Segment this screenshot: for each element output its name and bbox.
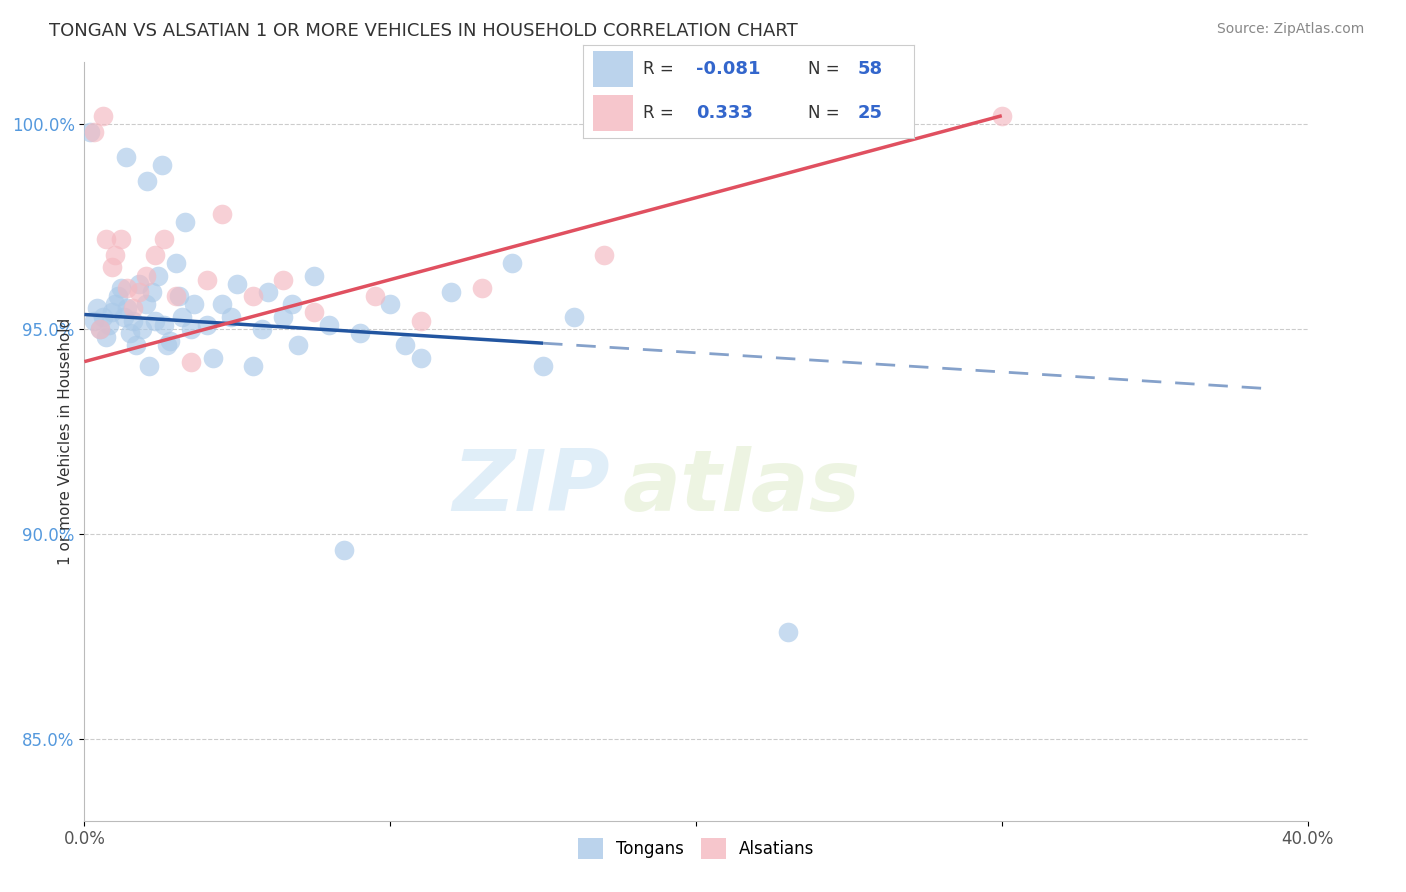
Point xyxy=(302,268,325,283)
Point xyxy=(172,310,194,324)
Point xyxy=(135,268,157,283)
Point xyxy=(287,338,309,352)
Text: TONGAN VS ALSATIAN 1 OR MORE VEHICLES IN HOUSEHOLD CORRELATION CHART: TONGAN VS ALSATIAN 1 OR MORE VEHICLES IN… xyxy=(49,22,799,40)
Point xyxy=(97,318,120,332)
Point xyxy=(165,256,187,270)
Point xyxy=(110,281,132,295)
Point xyxy=(165,289,187,303)
Text: 0.333: 0.333 xyxy=(696,104,752,122)
Point xyxy=(281,297,304,311)
Point xyxy=(156,338,179,352)
Point xyxy=(201,351,224,365)
Text: Source: ZipAtlas.com: Source: ZipAtlas.com xyxy=(1216,22,1364,37)
Point xyxy=(471,281,494,295)
Text: 25: 25 xyxy=(858,104,883,122)
Point xyxy=(83,125,105,139)
Point xyxy=(440,285,463,299)
Point xyxy=(195,318,218,332)
Point xyxy=(91,310,114,324)
Point xyxy=(502,256,524,270)
Point xyxy=(115,281,138,295)
Y-axis label: 1 or more Vehicles in Household: 1 or more Vehicles in Household xyxy=(58,318,73,566)
Point xyxy=(94,232,117,246)
Point xyxy=(242,289,264,303)
Point xyxy=(271,273,294,287)
Point xyxy=(115,301,138,316)
Point xyxy=(89,322,111,336)
Point xyxy=(257,285,280,299)
Bar xyxy=(593,51,633,87)
Point xyxy=(138,359,160,373)
Point xyxy=(143,313,166,327)
Point xyxy=(114,150,136,164)
Text: -0.081: -0.081 xyxy=(696,60,761,78)
Point xyxy=(380,297,402,311)
Point xyxy=(409,313,432,327)
Point xyxy=(104,248,127,262)
Bar xyxy=(593,95,633,131)
Point xyxy=(128,285,150,299)
Point xyxy=(110,232,132,246)
Point xyxy=(991,109,1014,123)
Text: ZIP: ZIP xyxy=(453,445,610,529)
Point xyxy=(195,273,218,287)
Point xyxy=(150,158,173,172)
Point xyxy=(91,109,114,123)
Point xyxy=(107,289,129,303)
Point xyxy=(180,354,202,368)
Point xyxy=(143,248,166,262)
Point xyxy=(135,297,157,311)
Text: atlas: atlas xyxy=(623,445,860,529)
Point xyxy=(101,260,124,275)
Point xyxy=(219,310,242,324)
Point xyxy=(318,318,340,332)
Point xyxy=(101,305,124,319)
Text: N =: N = xyxy=(808,104,845,122)
Point xyxy=(83,313,105,327)
Point xyxy=(131,322,153,336)
Point xyxy=(211,297,233,311)
Point xyxy=(104,297,127,311)
Point xyxy=(271,310,294,324)
Point xyxy=(562,310,585,324)
Text: N =: N = xyxy=(808,60,845,78)
Point xyxy=(125,338,148,352)
Point xyxy=(94,330,117,344)
Point xyxy=(226,277,249,291)
Point xyxy=(89,322,111,336)
Point xyxy=(394,338,416,352)
Point xyxy=(250,322,273,336)
Point xyxy=(122,301,145,316)
Text: R =: R = xyxy=(643,60,679,78)
Point xyxy=(302,305,325,319)
Point xyxy=(167,289,190,303)
Point xyxy=(180,322,202,336)
Point xyxy=(79,125,101,139)
Point xyxy=(531,359,554,373)
Point xyxy=(112,310,135,324)
Point xyxy=(776,625,799,640)
Point xyxy=(122,313,145,327)
Point xyxy=(349,326,371,340)
Point xyxy=(153,318,176,332)
Point xyxy=(141,285,163,299)
Point xyxy=(86,301,108,316)
Legend: Tongans, Alsatians: Tongans, Alsatians xyxy=(571,831,821,865)
Point xyxy=(183,297,205,311)
Point xyxy=(242,359,264,373)
Text: R =: R = xyxy=(643,104,679,122)
Point xyxy=(211,207,233,221)
Point xyxy=(146,268,169,283)
Point xyxy=(333,543,356,558)
Point xyxy=(136,174,159,188)
Point xyxy=(593,248,616,262)
Point xyxy=(364,289,387,303)
Point xyxy=(153,232,176,246)
Point xyxy=(120,326,142,340)
Point xyxy=(128,277,150,291)
Point xyxy=(409,351,432,365)
Text: 58: 58 xyxy=(858,60,883,78)
Point xyxy=(174,215,197,229)
Point xyxy=(159,334,181,348)
